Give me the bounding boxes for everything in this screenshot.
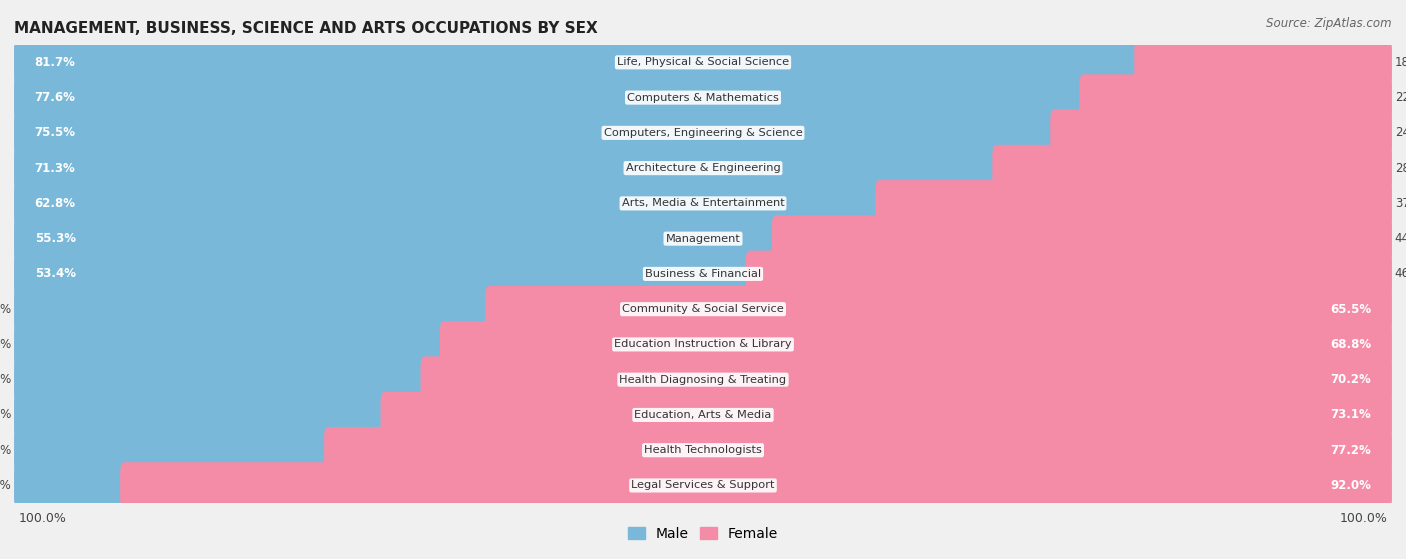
Text: 55.3%: 55.3%: [35, 232, 76, 245]
Text: 24.5%: 24.5%: [1395, 126, 1406, 139]
FancyBboxPatch shape: [14, 214, 1392, 263]
Text: Education Instruction & Library: Education Instruction & Library: [614, 339, 792, 349]
Text: Management: Management: [665, 234, 741, 244]
Text: 68.8%: 68.8%: [1330, 338, 1371, 351]
Text: 22.4%: 22.4%: [1395, 91, 1406, 104]
Text: 100.0%: 100.0%: [1340, 512, 1388, 525]
FancyBboxPatch shape: [745, 250, 1392, 297]
Text: 92.0%: 92.0%: [1330, 479, 1371, 492]
FancyBboxPatch shape: [14, 37, 1392, 87]
FancyBboxPatch shape: [14, 425, 1392, 475]
Text: 28.7%: 28.7%: [1395, 162, 1406, 174]
Text: 71.3%: 71.3%: [35, 162, 76, 174]
Text: 70.2%: 70.2%: [1330, 373, 1371, 386]
FancyBboxPatch shape: [1050, 110, 1392, 156]
FancyBboxPatch shape: [14, 462, 129, 509]
FancyBboxPatch shape: [14, 249, 1392, 299]
FancyBboxPatch shape: [325, 427, 1392, 473]
Text: Health Technologists: Health Technologists: [644, 445, 762, 455]
Text: 8.1%: 8.1%: [0, 479, 11, 492]
Text: 62.8%: 62.8%: [35, 197, 76, 210]
FancyBboxPatch shape: [14, 108, 1392, 158]
Text: 81.7%: 81.7%: [35, 56, 76, 69]
Text: 77.6%: 77.6%: [35, 91, 76, 104]
Text: Life, Physical & Social Science: Life, Physical & Social Science: [617, 58, 789, 67]
FancyBboxPatch shape: [14, 145, 1001, 191]
FancyBboxPatch shape: [120, 462, 1392, 509]
Text: 77.2%: 77.2%: [1330, 444, 1371, 457]
Legend: Male, Female: Male, Female: [623, 522, 783, 547]
FancyBboxPatch shape: [14, 39, 1144, 86]
FancyBboxPatch shape: [876, 180, 1392, 226]
Text: 53.4%: 53.4%: [35, 267, 76, 281]
Text: 18.4%: 18.4%: [1395, 56, 1406, 69]
FancyBboxPatch shape: [14, 461, 1392, 510]
Text: MANAGEMENT, BUSINESS, SCIENCE AND ARTS OCCUPATIONS BY SEX: MANAGEMENT, BUSINESS, SCIENCE AND ARTS O…: [14, 21, 598, 36]
FancyBboxPatch shape: [14, 320, 1392, 369]
FancyBboxPatch shape: [14, 144, 1392, 193]
FancyBboxPatch shape: [993, 145, 1392, 191]
Text: Business & Financial: Business & Financial: [645, 269, 761, 279]
Text: Computers, Engineering & Science: Computers, Engineering & Science: [603, 128, 803, 138]
FancyBboxPatch shape: [485, 286, 1392, 333]
FancyBboxPatch shape: [14, 390, 1392, 439]
Text: 75.5%: 75.5%: [35, 126, 76, 139]
Text: 100.0%: 100.0%: [18, 512, 66, 525]
Text: 73.1%: 73.1%: [1330, 409, 1371, 421]
FancyBboxPatch shape: [14, 357, 429, 403]
Text: 34.5%: 34.5%: [0, 302, 11, 316]
Text: 46.6%: 46.6%: [1395, 267, 1406, 281]
FancyBboxPatch shape: [14, 285, 1392, 334]
Text: Architecture & Engineering: Architecture & Engineering: [626, 163, 780, 173]
Text: Arts, Media & Entertainment: Arts, Media & Entertainment: [621, 198, 785, 209]
Text: Health Diagnosing & Treating: Health Diagnosing & Treating: [620, 375, 786, 385]
Text: Computers & Mathematics: Computers & Mathematics: [627, 93, 779, 103]
Text: 26.9%: 26.9%: [0, 409, 11, 421]
FancyBboxPatch shape: [14, 321, 449, 368]
FancyBboxPatch shape: [440, 321, 1392, 368]
Text: Education, Arts & Media: Education, Arts & Media: [634, 410, 772, 420]
Text: 22.8%: 22.8%: [0, 444, 11, 457]
Text: Legal Services & Support: Legal Services & Support: [631, 481, 775, 490]
FancyBboxPatch shape: [14, 110, 1059, 156]
FancyBboxPatch shape: [14, 215, 780, 262]
Text: 65.5%: 65.5%: [1330, 302, 1371, 316]
Text: 31.2%: 31.2%: [0, 338, 11, 351]
Text: 29.8%: 29.8%: [0, 373, 11, 386]
FancyBboxPatch shape: [14, 355, 1392, 404]
FancyBboxPatch shape: [14, 180, 883, 226]
FancyBboxPatch shape: [14, 179, 1392, 228]
FancyBboxPatch shape: [772, 215, 1392, 262]
FancyBboxPatch shape: [14, 250, 754, 297]
FancyBboxPatch shape: [14, 74, 1087, 121]
FancyBboxPatch shape: [14, 286, 494, 333]
FancyBboxPatch shape: [1080, 74, 1392, 121]
FancyBboxPatch shape: [381, 392, 1392, 438]
FancyBboxPatch shape: [14, 392, 389, 438]
FancyBboxPatch shape: [420, 357, 1392, 403]
Text: 44.7%: 44.7%: [1395, 232, 1406, 245]
FancyBboxPatch shape: [14, 427, 332, 473]
Text: Source: ZipAtlas.com: Source: ZipAtlas.com: [1267, 17, 1392, 30]
Text: Community & Social Service: Community & Social Service: [621, 304, 785, 314]
FancyBboxPatch shape: [14, 73, 1392, 122]
FancyBboxPatch shape: [1135, 39, 1392, 86]
Text: 37.2%: 37.2%: [1395, 197, 1406, 210]
